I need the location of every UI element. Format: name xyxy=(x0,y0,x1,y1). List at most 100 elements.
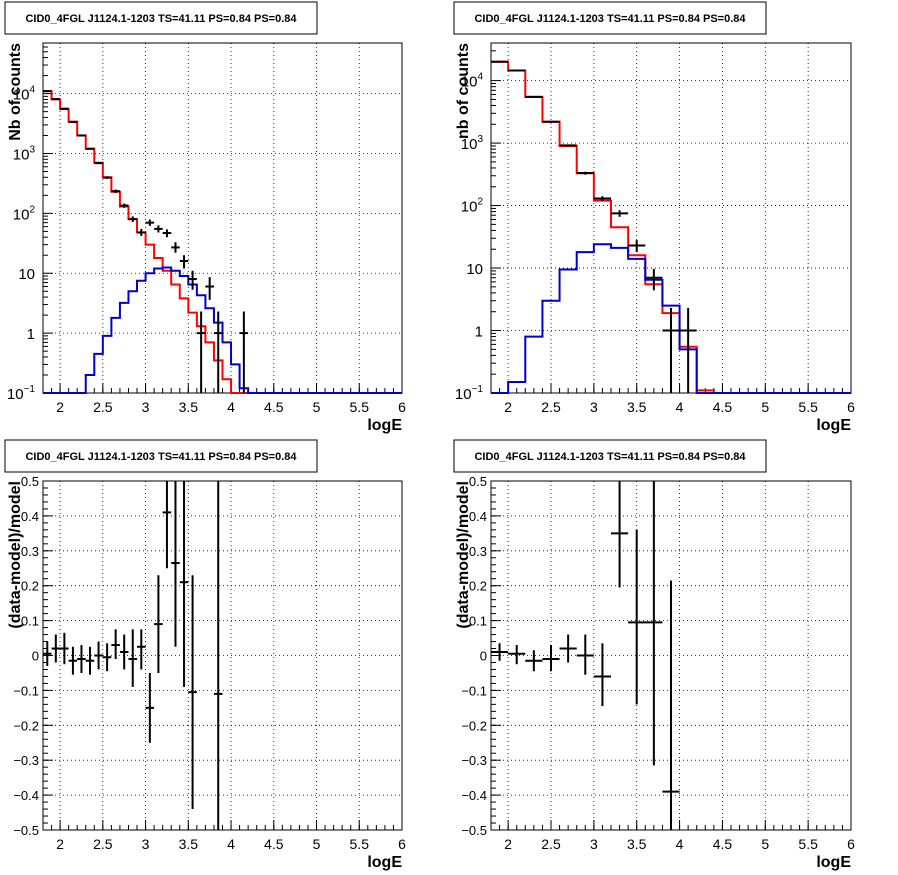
data-point xyxy=(102,176,112,179)
data-point xyxy=(111,189,120,193)
y-tick-label: 10 xyxy=(18,266,35,283)
chart-panel-1: 2 2.5 3 3.5 4 4.5 5 5.5 6 10−1 1 10 102 103 104 logE Nb … xyxy=(4,1,406,434)
y-tick-label: 0.3 xyxy=(21,544,39,559)
data-point xyxy=(662,580,680,830)
data-point xyxy=(119,203,129,208)
title-box xyxy=(4,1,318,35)
x-tick-label: 3.5 xyxy=(627,399,647,415)
x-tick-label: 2.5 xyxy=(93,399,113,415)
data-point xyxy=(525,95,543,98)
data-point xyxy=(645,268,663,291)
data-point xyxy=(542,645,560,672)
data-point xyxy=(102,643,112,672)
data-point xyxy=(213,481,223,830)
y-axis-label: nb of counts xyxy=(455,43,472,139)
data-point xyxy=(162,229,172,238)
x-tick-label: 6 xyxy=(847,836,855,852)
data-point xyxy=(679,307,697,393)
data-point xyxy=(154,575,163,673)
data-point xyxy=(525,650,543,672)
data-point xyxy=(491,60,509,63)
y-tick-label: 104 xyxy=(461,72,484,91)
x-tick-label: 4 xyxy=(227,836,235,852)
data-point xyxy=(171,481,180,647)
data-point xyxy=(68,121,78,124)
data-point xyxy=(628,529,646,705)
data-point xyxy=(68,646,78,675)
x-tick-label: 5 xyxy=(313,399,321,415)
data-point xyxy=(542,120,560,123)
chart-title: CID0_4FGL J1124.1-1203 TS=41.11 PS=0.84 … xyxy=(25,13,297,25)
y-tick-label: 0.1 xyxy=(469,614,487,629)
x-tick-label: 4.5 xyxy=(713,836,733,852)
y-axis-label: Nb of counts xyxy=(7,43,24,141)
y-tick-label: 0.4 xyxy=(469,509,487,524)
y-tick-label: 102 xyxy=(13,204,36,223)
y-axis-label: (data-model)/model xyxy=(455,481,472,629)
series-line-2 xyxy=(43,266,402,394)
x-tick-label: 4.5 xyxy=(713,399,733,415)
x-tick-label: 5 xyxy=(761,836,769,852)
x-tick-label: 6 xyxy=(847,399,855,415)
data-point xyxy=(213,311,223,393)
x-axis-label: logE xyxy=(816,417,851,434)
data-point xyxy=(188,575,197,810)
data-point xyxy=(85,147,95,150)
data-point xyxy=(43,641,52,666)
data-point xyxy=(491,643,509,661)
data-point xyxy=(154,225,163,233)
y-tick-label: −0.4 xyxy=(13,788,39,803)
x-tick-label: 4 xyxy=(227,399,235,415)
x-tick-label: 2 xyxy=(56,399,64,415)
data-point xyxy=(239,311,249,393)
data-point xyxy=(137,629,146,670)
x-tick-label: 6 xyxy=(398,836,406,852)
x-axis-label: logE xyxy=(816,854,851,871)
data-point xyxy=(179,255,189,269)
data-point xyxy=(77,645,86,673)
data-point xyxy=(559,144,577,147)
series-line-2 xyxy=(491,243,851,394)
x-tick-label: 3 xyxy=(590,836,598,852)
data-point xyxy=(60,632,69,665)
x-tick-label: 5.5 xyxy=(350,399,370,415)
x-tick-label: 5.5 xyxy=(798,836,818,852)
x-tick-label: 3 xyxy=(590,399,598,415)
y-tick-label: 103 xyxy=(461,134,484,153)
x-tick-label: 6 xyxy=(398,399,406,415)
x-tick-label: 2 xyxy=(504,836,512,852)
y-tick-label: 10−1 xyxy=(455,384,484,403)
y-tick-label: 104 xyxy=(13,85,36,104)
x-tick-label: 5 xyxy=(313,836,321,852)
title-box xyxy=(453,1,767,35)
x-tick-label: 2.5 xyxy=(541,399,561,415)
data-point xyxy=(128,629,138,687)
y-tick-label: 0 xyxy=(32,649,39,664)
x-tick-label: 4.5 xyxy=(264,836,284,852)
chart-panel-3: 2 2.5 3 3.5 4 4.5 5 5.5 6 −0.5 −0.4 −0.3 −0.2 −0.1 0 0.… xyxy=(4,439,406,871)
data-point xyxy=(60,107,69,110)
data-point xyxy=(196,311,206,393)
y-tick-label: 10 xyxy=(466,261,483,278)
data-point xyxy=(145,219,155,226)
data-point xyxy=(51,98,61,101)
y-tick-label: 0.2 xyxy=(21,579,39,594)
data-point xyxy=(128,216,138,222)
data-point xyxy=(593,196,611,201)
data-point xyxy=(94,162,103,165)
y-axis-label: (data-model)/model xyxy=(7,481,24,629)
data-point xyxy=(85,646,95,675)
y-tick-label: 0.5 xyxy=(469,474,487,489)
y-tick-label: −0.1 xyxy=(461,683,487,698)
x-tick-label: 3 xyxy=(142,836,150,852)
chart-title: CID0_4FGL J1124.1-1203 TS=41.11 PS=0.84 … xyxy=(25,451,297,463)
y-tick-label: 103 xyxy=(13,144,36,163)
y-tick-label: 102 xyxy=(461,197,484,216)
data-point xyxy=(662,307,680,393)
data-point xyxy=(611,210,629,217)
data-point xyxy=(645,481,663,766)
x-tick-label: 2.5 xyxy=(541,836,561,852)
x-tick-label: 5 xyxy=(761,399,769,415)
x-tick-label: 2 xyxy=(504,399,512,415)
x-tick-label: 5.5 xyxy=(798,399,818,415)
